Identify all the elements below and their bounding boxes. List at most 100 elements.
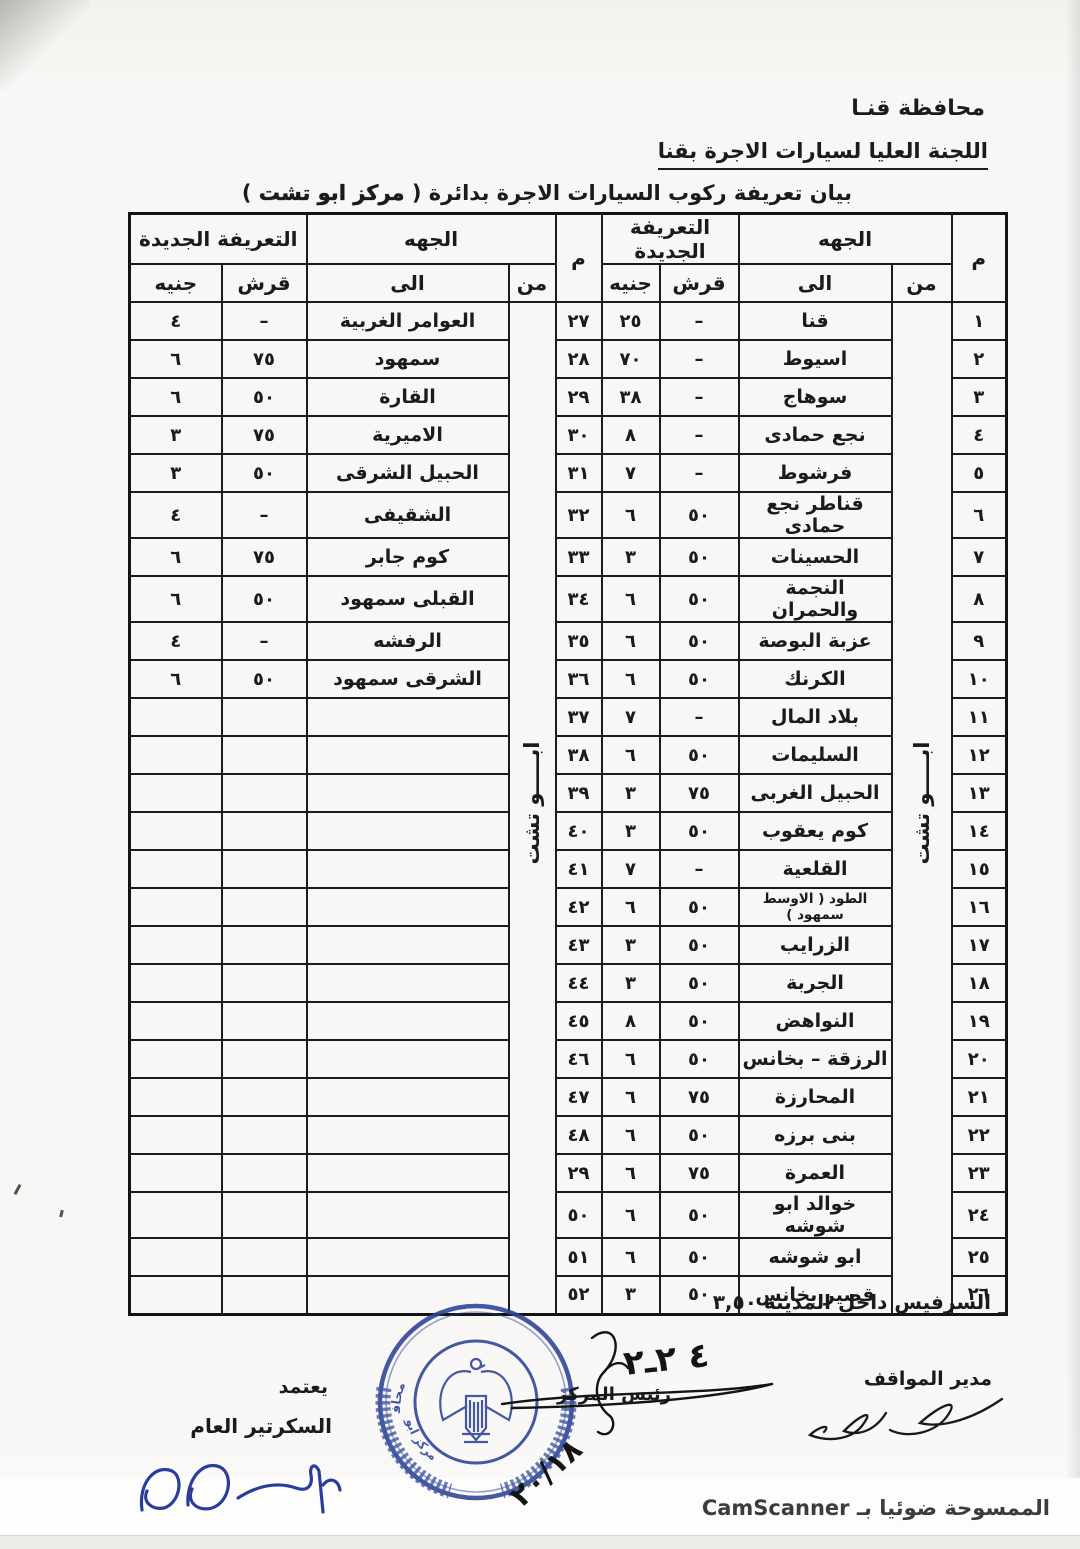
cell-geneh-left (128, 1115, 223, 1155)
col-header-qirsh-left: قرش (220, 263, 308, 303)
cell-geneh-left: ٦ (128, 377, 223, 417)
secretary-general-signature (139, 1463, 342, 1514)
cell-to-right: العمرة (737, 1153, 893, 1193)
cell-qirsh-right: ٥٠ (658, 811, 740, 851)
cell-qirsh-left (220, 925, 308, 965)
col-header-geneh-right: جنيه (600, 263, 661, 303)
cell-m-right: ١٢ (950, 735, 1008, 775)
cell-m-right: ٣ (950, 377, 1008, 417)
cell-to-left (305, 887, 510, 927)
cell-geneh-right: ٦ (600, 1115, 661, 1155)
cell-qirsh-left: ٧٥ (220, 339, 308, 379)
cell-qirsh-right: ٥٠ (658, 1275, 740, 1315)
table-row: ١٨ الجربة ٥٠ ٣ ٤٤ (128, 963, 1008, 1003)
cell-m-right: ١١ (950, 697, 1008, 737)
cell-qirsh-right: – (658, 415, 740, 455)
document-title-prefix: بيان تعريفة ركوب السيارات الاجرة بدائرة … (404, 181, 852, 205)
table-row: ١٩ النواهض ٥٠ ٨ ٤٥ (128, 1001, 1008, 1041)
cell-geneh-left: ٤ (128, 301, 223, 341)
center-head-signature: ٤ ٢ـ٢ ٢٠/١٨ (500, 1331, 774, 1514)
cell-qirsh-right: ٥٠ (658, 537, 740, 577)
cell-geneh-left: ٤ (128, 621, 223, 661)
cell-geneh-right: ٢٥ (600, 301, 661, 341)
cell-to-left (305, 1153, 510, 1193)
cell-to-right: نجع حمادى (737, 415, 893, 455)
cell-qirsh-right: ٥٠ (658, 621, 740, 661)
table-row: ٣ سوهاج –٣٨ ٢٩ القارة ٥٠ ٦ (128, 377, 1008, 417)
cell-to-left: الشقيفى (305, 491, 510, 539)
cell-qirsh-left (220, 697, 308, 737)
table-row: ٢ اسيوط –٧٠ ٢٨ سمهود ٧٥ ٦ (128, 339, 1008, 379)
cell-m-left: ٤١ (554, 849, 603, 889)
cell-geneh-right: ٦ (600, 1237, 661, 1277)
document-title-suffix: ) (241, 181, 259, 205)
cell-to-right: سوهاج (737, 377, 893, 417)
cell-to-left (305, 1039, 510, 1079)
cell-to-right: النجمة والحمران (737, 575, 893, 623)
cell-qirsh-right: ٥٠ (658, 1001, 740, 1041)
cell-qirsh-left: ٥٠ (220, 659, 308, 699)
cell-to-left (305, 849, 510, 889)
cell-to-right: فرشوط (737, 453, 893, 493)
cell-to-left: سمهود (305, 339, 510, 379)
cell-m-left: ٥٠ (554, 1191, 603, 1239)
from-vertical-label: ابـــــو تشت (909, 741, 934, 865)
scan-corner-shadow (0, 0, 90, 90)
cell-geneh-right: ٣ (600, 1275, 661, 1315)
document-title: بيان تعريفة ركوب السيارات الاجرة بدائرة … (242, 181, 852, 205)
cell-qirsh-left (220, 1237, 308, 1277)
cell-qirsh-left: – (220, 621, 308, 661)
cell-geneh-left (128, 1191, 223, 1239)
cell-geneh-right: ٦ (600, 1039, 661, 1079)
cell-m-left: ٤٧ (554, 1077, 603, 1117)
cell-m-left: ٤٥ (554, 1001, 603, 1041)
cell-qirsh-right: ٥٠ (658, 1039, 740, 1079)
cell-m-right: ١ (950, 301, 1008, 341)
cell-m-right: ١٠ (950, 659, 1008, 699)
cell-to-left (305, 925, 510, 965)
cell-to-right: قناطر نجع حمادى (737, 491, 893, 539)
cell-m-left: ٥٢ (554, 1275, 603, 1315)
col-header-tariff-right: التعريفة الجديدة (600, 212, 740, 265)
cell-to-left (305, 963, 510, 1003)
cell-to-right: الحبيل الغربى (737, 773, 893, 813)
official-round-stamp: محافظة قنا الوحدة المحلية مركز ابو تشت (375, 1303, 577, 1501)
cell-m-left: ٤٠ (554, 811, 603, 851)
cell-qirsh-right: – (658, 849, 740, 889)
table-row: ٧ الحسينات ٥٠ ٣ ٣٣ كوم جابر ٧٥ ٦ (128, 537, 1008, 577)
table-row: ٤ نجع حمادى –٨ ٣٠ الاميرية ٧٥ ٣ (128, 415, 1008, 455)
stray-pen-mark (59, 1209, 64, 1218)
cell-m-right: ٢٢ (950, 1115, 1008, 1155)
cell-qirsh-left (220, 887, 308, 927)
cell-to-left (305, 773, 510, 813)
cell-qirsh-right: – (658, 301, 740, 341)
cell-to-left (305, 1191, 510, 1239)
table-row: ٢٦ قصير بخانس ٥٠ ٣ ٥٢ (128, 1275, 1008, 1315)
cell-qirsh-right: ٧٥ (658, 1153, 740, 1193)
cell-geneh-left (128, 1237, 223, 1277)
cell-from-right-merged: ابـــــو تشت (890, 301, 953, 1315)
stands-manager-signature (807, 1397, 1004, 1441)
cell-m-left: ٣٩ (554, 773, 603, 813)
cell-m-left: ٤٨ (554, 1115, 603, 1155)
city-service-footnote: _ السرفيس داخل المدينة ٣,٥٠ (712, 1290, 1008, 1314)
cell-geneh-left (128, 1275, 223, 1315)
scan-edge-shadow (1066, 0, 1080, 1549)
cell-qirsh-left (220, 811, 308, 851)
cell-to-right: القلعية (737, 849, 893, 889)
cell-to-left: القبلى سمهود (305, 575, 510, 623)
cell-m-left: ٣٥ (554, 621, 603, 661)
table-row: ٨ النجمة والحمران ٥٠ ٦ ٣٤ القبلى سمهود ٥٠ ٦ (128, 575, 1008, 623)
table-row: ٢٠ الرزقة – بخانس ٥٠ ٦ ٤٦ (128, 1039, 1008, 1079)
table-row: ١٦ الطود ( الاوسط سمهود ) ٥٠ ٦ ٤٢ (128, 887, 1008, 927)
cell-m-left: ٤٦ (554, 1039, 603, 1079)
cell-geneh-right: ٨ (600, 1001, 661, 1041)
cell-to-right: الطود ( الاوسط سمهود ) (737, 887, 893, 927)
document-title-center-name: مركز ابو تشت (258, 181, 405, 205)
cell-m-right: ٢ (950, 339, 1008, 379)
cell-qirsh-left (220, 1153, 308, 1193)
table-row: ٢١ المحارزة ٧٥ ٦ ٤٧ (128, 1077, 1008, 1117)
cell-from-left-merged: ابـــــو تشت (507, 301, 557, 1315)
cell-to-right: خوالد ابو شوشه (737, 1191, 893, 1239)
